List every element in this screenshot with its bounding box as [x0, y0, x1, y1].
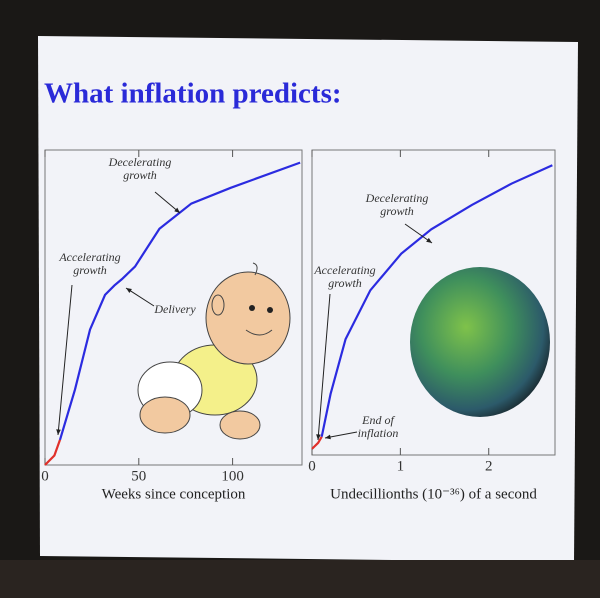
audience: [0, 560, 600, 598]
annotation: growth: [73, 263, 107, 277]
curve: [311, 436, 323, 450]
annotation-arrow: [125, 287, 155, 307]
arrow-head: [174, 207, 180, 213]
annotation: Delivery: [153, 302, 196, 316]
arrow-head: [426, 237, 432, 243]
cmb-sphere: [410, 267, 550, 417]
annotation: growth: [123, 168, 157, 182]
x-tick-label: 50: [131, 468, 146, 484]
x-tick-label: 1: [397, 458, 405, 474]
annotation: End of: [361, 413, 395, 427]
x-axis-label: Weeks since conception: [102, 486, 246, 502]
arrow-head: [316, 434, 321, 440]
arrow-head: [126, 288, 132, 293]
x-tick-label: 0: [41, 468, 49, 484]
annotation-arrow: [317, 293, 331, 441]
plot-frame: [44, 149, 303, 466]
curve: [58, 161, 301, 441]
baby-illustration: [137, 262, 291, 440]
annotation: Accelerating: [313, 263, 375, 277]
annotation: Decelerating: [108, 155, 172, 169]
x-tick-label: 100: [221, 468, 244, 484]
slide-title: What inflation predicts:: [44, 78, 342, 110]
x-tick-label: 0: [308, 458, 316, 474]
annotation: Accelerating: [58, 250, 120, 264]
arrow-head: [325, 434, 331, 440]
curve: [320, 164, 553, 437]
plot-frame: [311, 149, 556, 456]
arrow-head: [56, 429, 61, 435]
annotation: inflation: [358, 426, 399, 440]
x-tick-label: 2: [485, 458, 493, 474]
curve: [44, 439, 62, 466]
x-axis-label: Undecillionths (10⁻³⁶) of a second: [330, 486, 537, 502]
annotation: growth: [380, 204, 414, 218]
annotation: growth: [328, 276, 362, 290]
annotation-arrow: [57, 284, 73, 436]
annotation: Decelerating: [365, 191, 429, 205]
